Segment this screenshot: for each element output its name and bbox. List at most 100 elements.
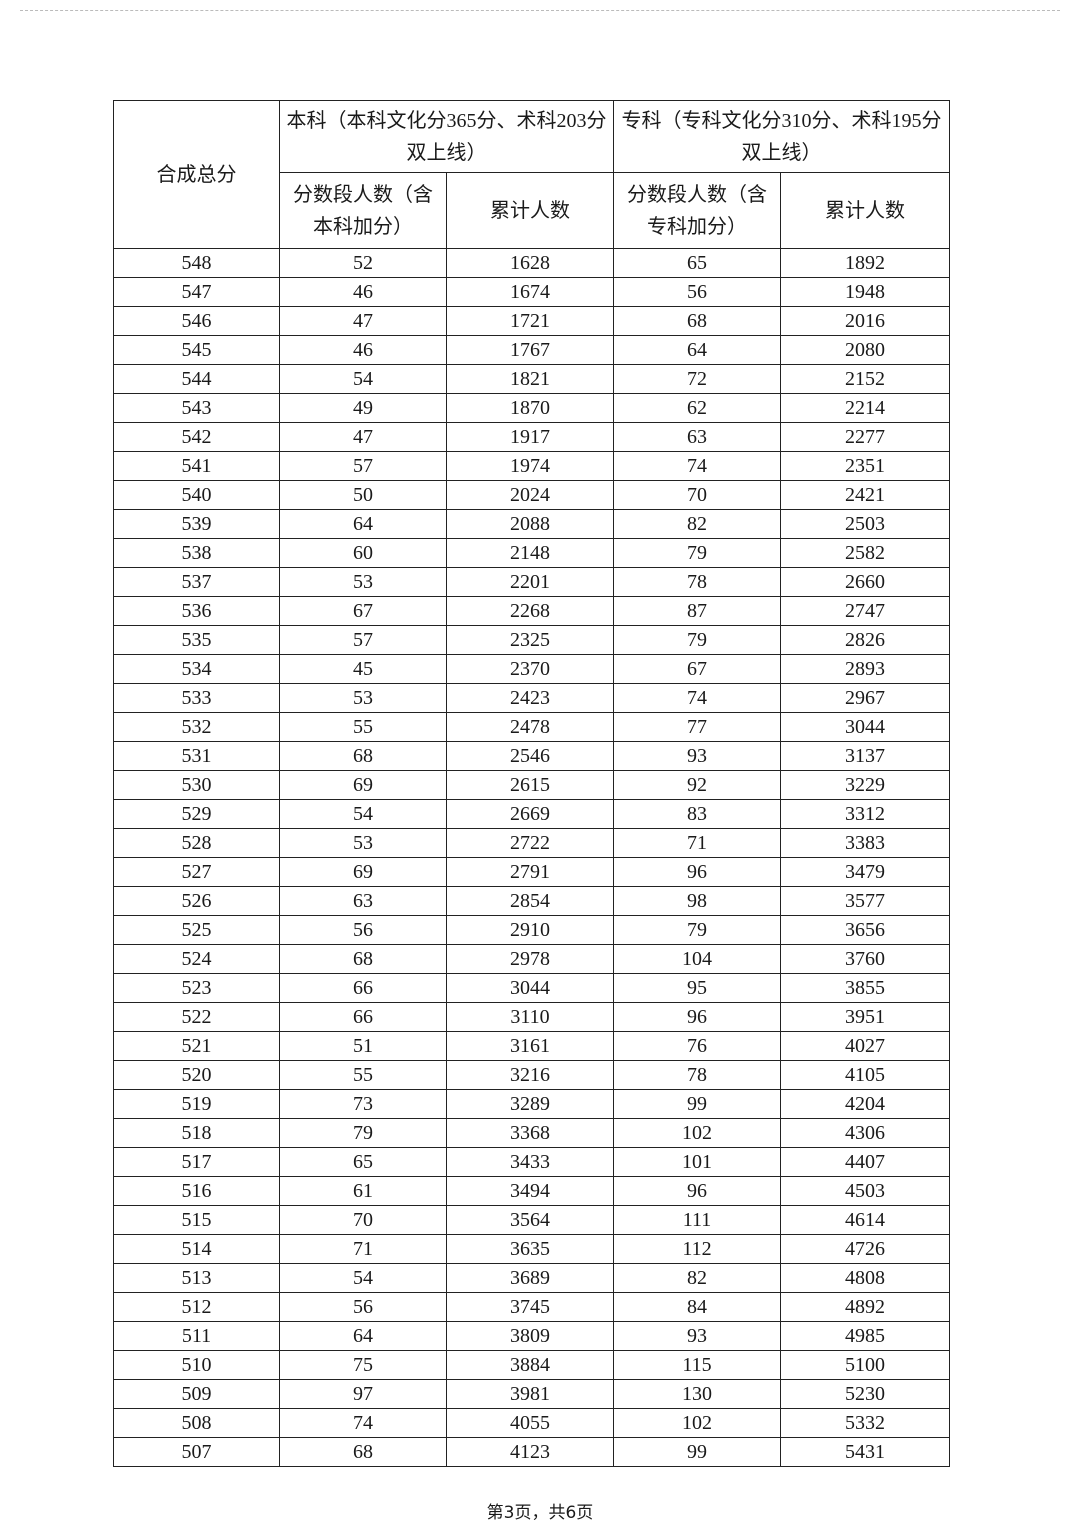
cell-undergrad-count: 56 [279,915,447,945]
cell-undergrad-cumulative: 3745 [446,1292,614,1322]
cell-college-cumulative: 3656 [780,915,950,945]
table-row: 517 65 3433 101 4407 [113,1147,950,1177]
cell-undergrad-count: 49 [279,393,447,423]
cell-college-count: 101 [613,1147,781,1177]
cell-college-count: 63 [613,422,781,452]
cell-college-count: 130 [613,1379,781,1409]
cell-college-cumulative: 2277 [780,422,950,452]
header-total-score: 合成总分 [113,100,280,249]
cell-undergrad-count: 47 [279,422,447,452]
header-college-count: 分数段人数（含专科加分） [613,172,781,249]
cell-undergrad-count: 69 [279,857,447,887]
cell-college-cumulative: 2967 [780,683,950,713]
cell-undergrad-cumulative: 3044 [446,973,614,1003]
cell-undergrad-cumulative: 3368 [446,1118,614,1148]
cell-score: 519 [113,1089,280,1119]
cell-undergrad-count: 61 [279,1176,447,1206]
cell-college-count: 74 [613,683,781,713]
cell-undergrad-count: 71 [279,1234,447,1264]
cell-college-cumulative: 3383 [780,828,950,858]
cell-college-cumulative: 3760 [780,944,950,974]
cell-college-count: 68 [613,306,781,336]
cell-undergrad-cumulative: 1821 [446,364,614,394]
cell-college-count: 102 [613,1408,781,1438]
cell-score: 525 [113,915,280,945]
cell-college-count: 79 [613,625,781,655]
header-undergrad-count: 分数段人数（含本科加分） [279,172,447,249]
cell-score: 544 [113,364,280,394]
cell-college-cumulative: 2747 [780,596,950,626]
cell-college-count: 111 [613,1205,781,1235]
cell-undergrad-count: 64 [279,509,447,539]
cell-college-cumulative: 3855 [780,973,950,1003]
cell-college-cumulative: 3229 [780,770,950,800]
cell-undergrad-count: 51 [279,1031,447,1061]
cell-score: 532 [113,712,280,742]
header-college-cumulative: 累计人数 [780,172,950,249]
cell-college-cumulative: 4105 [780,1060,950,1090]
table-row: 537 53 2201 78 2660 [113,567,950,597]
cell-undergrad-count: 73 [279,1089,447,1119]
cell-score: 547 [113,277,280,307]
table-row: 512 56 3745 84 4892 [113,1292,950,1322]
cell-college-count: 84 [613,1292,781,1322]
table-row: 516 61 3494 96 4503 [113,1176,950,1206]
cell-college-cumulative: 2016 [780,306,950,336]
cell-undergrad-cumulative: 3635 [446,1234,614,1264]
cell-college-cumulative: 1892 [780,248,950,278]
cell-college-cumulative: 4503 [780,1176,950,1206]
cell-undergrad-count: 68 [279,741,447,771]
cell-college-count: 62 [613,393,781,423]
cell-undergrad-cumulative: 2148 [446,538,614,568]
page-number: 第3页，共6页 [486,1503,594,1523]
table-row: 526 63 2854 98 3577 [113,886,950,916]
cell-undergrad-count: 50 [279,480,447,510]
cell-score: 523 [113,973,280,1003]
cell-score: 522 [113,1002,280,1032]
cell-undergrad-cumulative: 2791 [446,857,614,887]
cell-score: 540 [113,480,280,510]
cell-undergrad-cumulative: 3689 [446,1263,614,1293]
table-row: 518 79 3368 102 4306 [113,1118,950,1148]
cell-undergrad-count: 64 [279,1321,447,1351]
cell-score: 539 [113,509,280,539]
cell-undergrad-count: 57 [279,451,447,481]
cell-college-count: 96 [613,1176,781,1206]
cell-undergrad-count: 46 [279,277,447,307]
cell-college-count: 93 [613,1321,781,1351]
table-row: 508 74 4055 102 5332 [113,1408,950,1438]
cell-undergrad-count: 74 [279,1408,447,1438]
cell-college-cumulative: 2582 [780,538,950,568]
cell-college-count: 65 [613,248,781,278]
cell-college-cumulative: 4892 [780,1292,950,1322]
cell-undergrad-count: 66 [279,973,447,1003]
cell-score: 526 [113,886,280,916]
cell-score: 513 [113,1263,280,1293]
cell-undergrad-count: 60 [279,538,447,568]
header-undergrad-group: 本科（本科文化分365分、术科203分双上线） [279,100,614,173]
cell-undergrad-cumulative: 2478 [446,712,614,742]
cell-college-count: 79 [613,538,781,568]
cell-college-count: 77 [613,712,781,742]
cell-undergrad-count: 54 [279,1263,447,1293]
cell-score: 515 [113,1205,280,1235]
cell-score: 530 [113,770,280,800]
cell-undergrad-cumulative: 1628 [446,248,614,278]
table-row: 535 57 2325 79 2826 [113,625,950,655]
cell-college-cumulative: 4808 [780,1263,950,1293]
cell-college-cumulative: 2351 [780,451,950,481]
cell-undergrad-cumulative: 3433 [446,1147,614,1177]
cell-college-cumulative: 1948 [780,277,950,307]
cell-score: 508 [113,1408,280,1438]
table-row: 515 70 3564 111 4614 [113,1205,950,1235]
cell-undergrad-cumulative: 4055 [446,1408,614,1438]
cell-college-count: 92 [613,770,781,800]
table-row: 509 97 3981 130 5230 [113,1379,950,1409]
table-row: 522 66 3110 96 3951 [113,1002,950,1032]
cell-undergrad-count: 52 [279,248,447,278]
cell-college-count: 83 [613,799,781,829]
cell-undergrad-cumulative: 2546 [446,741,614,771]
cell-college-cumulative: 4306 [780,1118,950,1148]
cell-college-count: 82 [613,509,781,539]
cell-undergrad-count: 47 [279,306,447,336]
